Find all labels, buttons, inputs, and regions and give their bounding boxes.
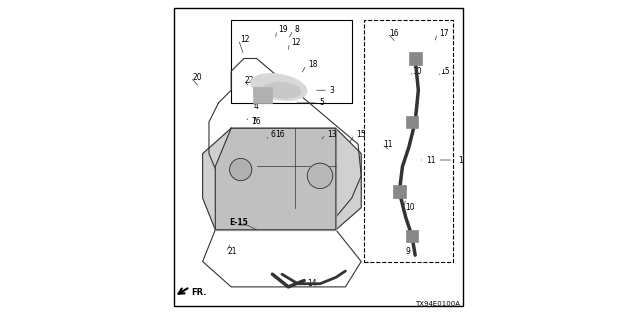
Text: 21: 21 xyxy=(227,247,237,257)
Circle shape xyxy=(307,163,333,188)
Bar xyxy=(253,87,273,103)
Text: 11: 11 xyxy=(383,140,393,148)
Circle shape xyxy=(436,60,445,69)
Text: TX94E0100A: TX94E0100A xyxy=(415,301,460,307)
Polygon shape xyxy=(215,128,336,230)
Text: E-15: E-15 xyxy=(230,218,248,227)
Text: 15: 15 xyxy=(356,130,366,139)
Text: 12: 12 xyxy=(240,35,250,44)
Text: 4: 4 xyxy=(253,101,259,111)
Text: 15: 15 xyxy=(440,67,450,76)
Text: 22: 22 xyxy=(245,76,254,85)
Bar xyxy=(364,20,453,261)
Text: 5: 5 xyxy=(319,99,324,108)
Text: 10: 10 xyxy=(406,203,415,212)
Text: 16: 16 xyxy=(251,117,260,126)
Text: 7: 7 xyxy=(251,117,256,126)
Text: 9: 9 xyxy=(406,247,410,257)
Text: 19: 19 xyxy=(278,25,288,35)
Bar xyxy=(406,230,419,243)
Polygon shape xyxy=(203,230,361,287)
Text: 17: 17 xyxy=(439,28,449,38)
Text: 14: 14 xyxy=(307,279,317,288)
Text: 6: 6 xyxy=(270,130,275,139)
Bar xyxy=(406,116,419,128)
Circle shape xyxy=(230,158,252,180)
Polygon shape xyxy=(203,128,361,230)
Ellipse shape xyxy=(250,74,307,100)
Text: 20: 20 xyxy=(192,73,202,82)
Text: 13: 13 xyxy=(327,130,337,139)
Text: 8: 8 xyxy=(294,25,300,35)
Bar xyxy=(231,20,352,103)
Text: 12: 12 xyxy=(291,38,300,47)
Text: 3: 3 xyxy=(330,86,334,95)
Text: FR.: FR. xyxy=(191,288,207,297)
Text: 18: 18 xyxy=(308,60,317,69)
Text: 10: 10 xyxy=(412,67,422,76)
Text: 1: 1 xyxy=(459,156,463,164)
Bar xyxy=(393,185,406,198)
Ellipse shape xyxy=(263,82,301,98)
Bar xyxy=(409,52,422,65)
Text: 16: 16 xyxy=(275,130,285,139)
Text: 16: 16 xyxy=(389,28,399,38)
Text: 11: 11 xyxy=(426,156,436,164)
